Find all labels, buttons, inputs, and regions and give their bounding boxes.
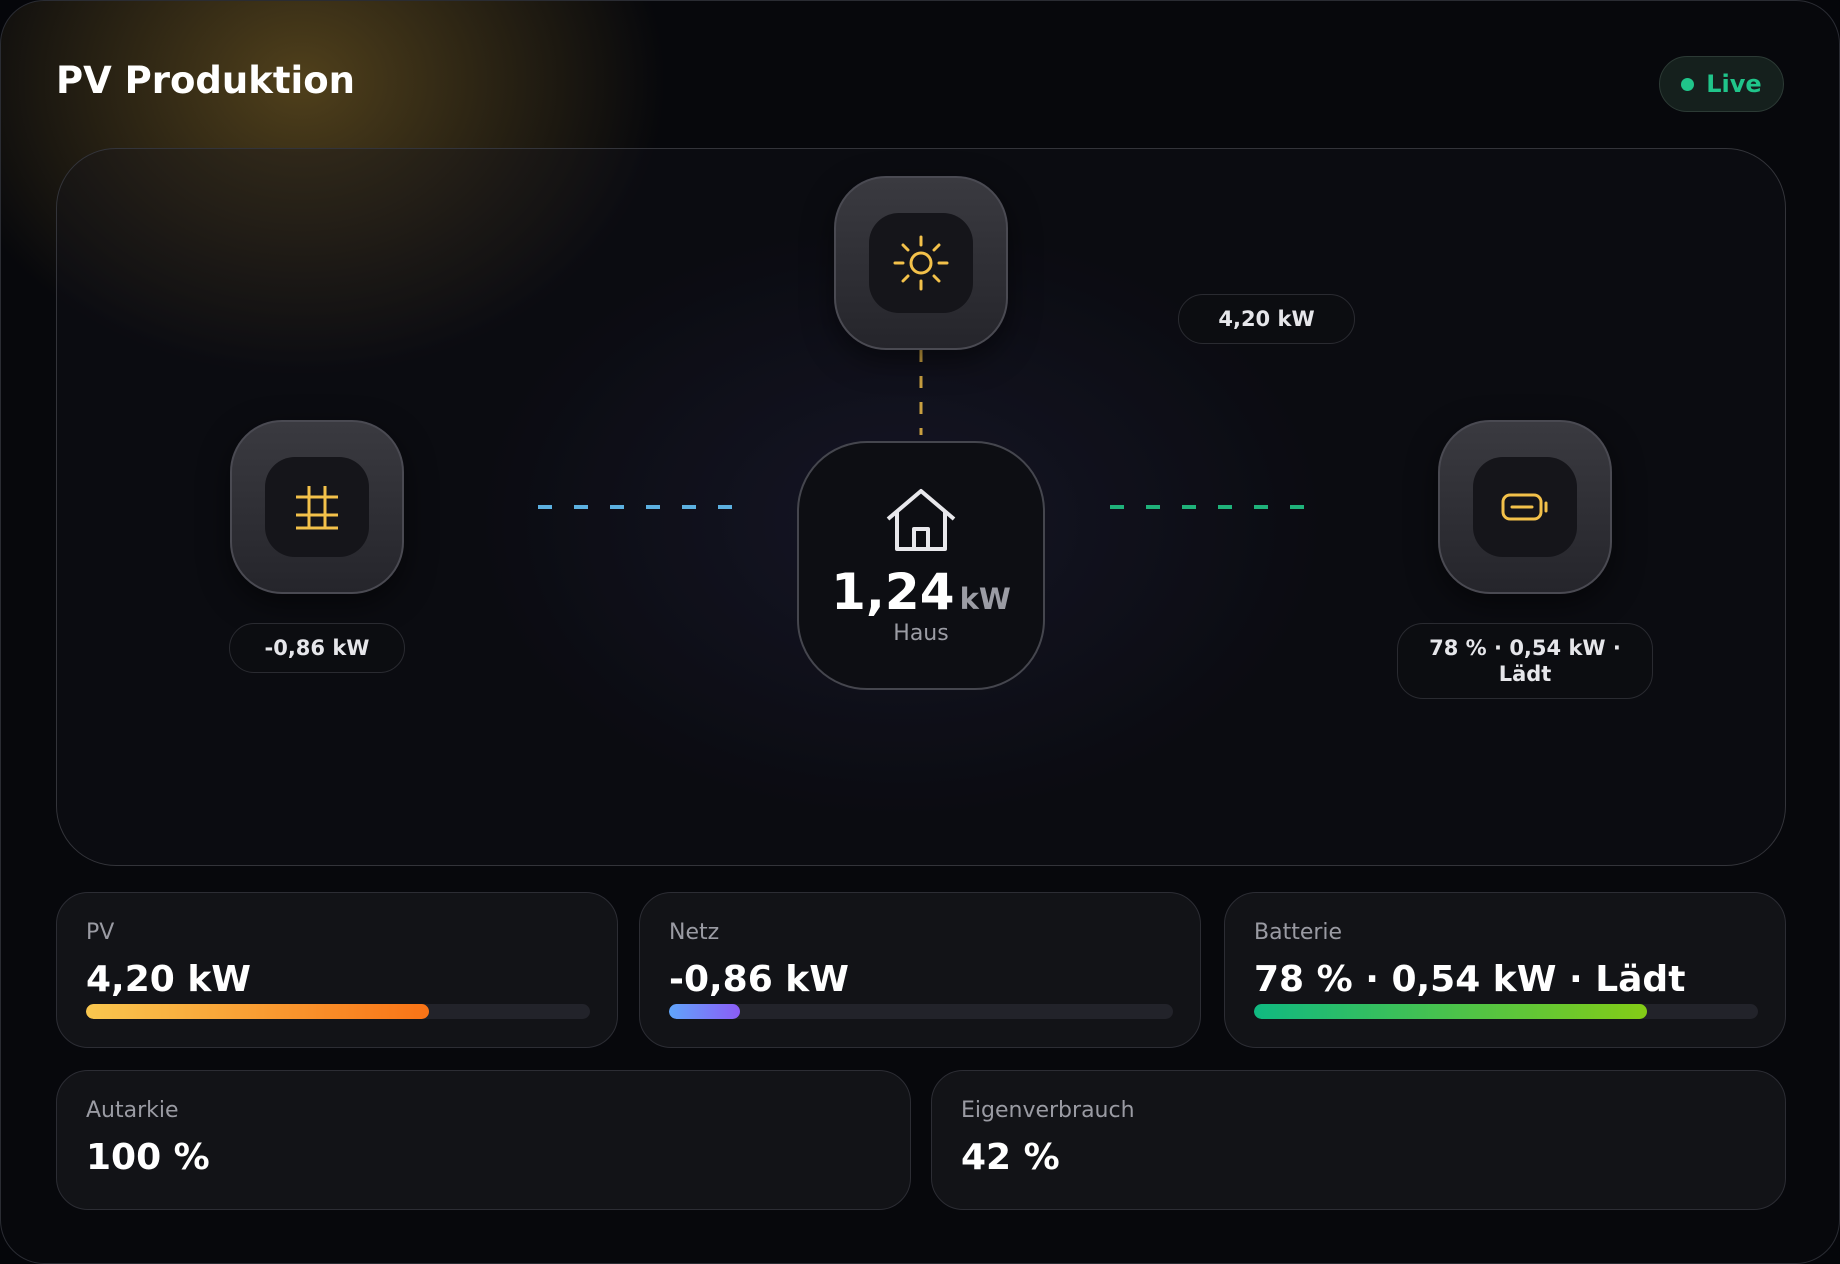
stat-bar-fill [1254,1004,1648,1019]
battery-node [1438,420,1612,594]
stat-card: Batterie 78 % · 0,54 kW · Lädt [1224,892,1786,1048]
house-icon [886,489,956,551]
summary-card: Autarkie 100 % [56,1070,911,1210]
grid-label: -0,86 kW [229,623,405,673]
house-label: Haus [893,621,949,646]
stat-value: 78 % · 0,54 kW · Lädt [1254,959,1686,1000]
house-value: 1,24 [831,563,955,621]
summary-label: Autarkie [86,1098,179,1123]
stat-card: PV 4,20 kW [56,892,618,1048]
grid-node [230,420,404,594]
pv-node [834,176,1008,350]
summary-card: Eigenverbrauch 42 % [931,1070,1786,1210]
stat-value: 4,20 kW [86,959,252,1000]
stat-bar-track [669,1004,1173,1019]
stat-card: Netz -0,86 kW [639,892,1201,1048]
stat-bar-fill [669,1004,740,1019]
summary-value: 100 % [86,1137,210,1178]
status-dot [1681,77,1695,91]
stat-value: -0,86 kW [669,959,849,1000]
house-unit: kW [959,582,1011,616]
stat-label: Batterie [1254,920,1343,945]
stat-bar-track [1254,1004,1758,1019]
status-text: Live [1706,70,1762,98]
title: PV Produktion [56,59,355,102]
summary-label: Eigenverbrauch [961,1098,1135,1123]
pv-label: 4,20 kW [1178,294,1355,344]
battery-label: 78 % · 0,54 kW · Lädt [1397,623,1653,699]
stat-bar-track [86,1004,590,1019]
stat-bar-fill [86,1004,429,1019]
stat-label: PV [86,920,115,945]
house-node: 1,24 kW Haus [797,441,1045,690]
sun-icon [893,235,949,291]
status-pill: Live [1659,56,1784,112]
battery-icon [1501,493,1548,521]
summary-value: 42 % [961,1137,1060,1178]
stat-label: Netz [669,920,720,945]
grid-icon [296,486,338,530]
